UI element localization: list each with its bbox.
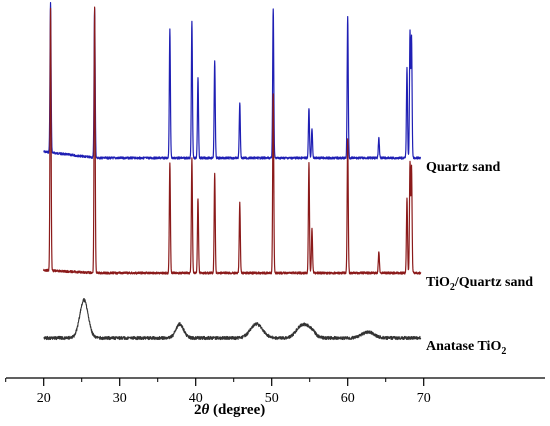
x-axis-label-unit: (degree)	[209, 402, 265, 418]
series-line-anatase	[43, 298, 422, 341]
x-axis-label: 2θ (degree)	[194, 402, 265, 418]
x-tick-label-20: 20	[37, 391, 51, 406]
series-label-quartz: Quartz sand	[426, 160, 501, 175]
x-tick-label-30: 30	[113, 391, 127, 406]
series-label-anatase: Anatase TiO2	[426, 339, 506, 357]
tio2-subscript: 2	[450, 282, 455, 293]
x-ticks: 20 30 40 50 60 70	[5, 378, 431, 406]
x-tick-label-40: 40	[189, 391, 203, 406]
x-tick-label-70: 70	[417, 391, 431, 406]
series-label-tio2-quartz: TiO2/Quartz sand	[426, 275, 533, 293]
x-axis-label-num: 2	[194, 402, 202, 418]
tio2-prefix: TiO	[426, 275, 450, 290]
series-line-tio2-quartz	[43, 6, 422, 275]
anatase-prefix: Anatase TiO	[426, 339, 501, 354]
x-axis-label-theta: θ	[202, 402, 210, 418]
x-tick-label-60: 60	[341, 391, 355, 406]
tio2-suffix: /Quartz sand	[454, 275, 533, 290]
anatase-subscript: 2	[501, 346, 506, 357]
x-tick-label-50: 50	[265, 391, 279, 406]
series-layer	[43, 2, 422, 341]
series-line-quartz	[43, 2, 422, 160]
